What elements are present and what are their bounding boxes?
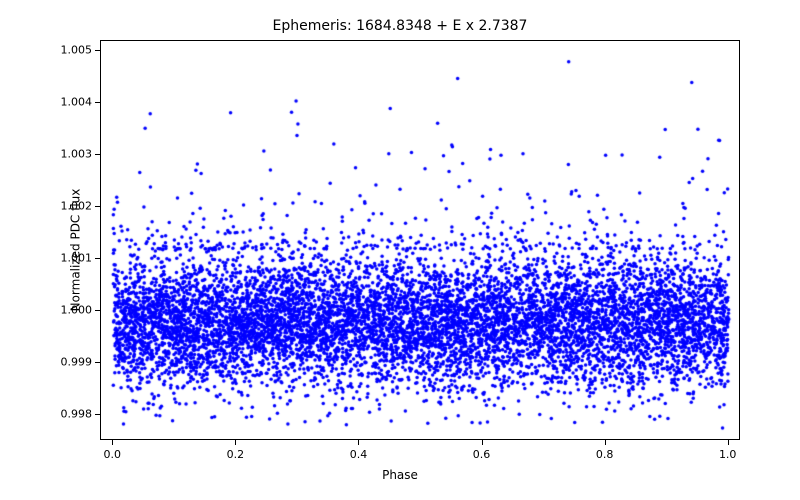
x-tick-label: 1.0	[719, 448, 737, 461]
y-tick-label: 1.004	[50, 96, 92, 109]
x-tick-label: 0.0	[104, 448, 122, 461]
x-tick-mark	[112, 440, 113, 445]
x-tick-label: 0.8	[596, 448, 614, 461]
y-tick-mark	[95, 206, 100, 207]
x-tick-label: 0.6	[473, 448, 491, 461]
x-tick-mark	[728, 440, 729, 445]
y-tick-label: 1.002	[50, 200, 92, 213]
y-tick-label: 0.998	[50, 408, 92, 421]
x-tick-mark	[605, 440, 606, 445]
y-tick-mark	[95, 102, 100, 103]
y-tick-label: 1.000	[50, 304, 92, 317]
y-tick-label: 1.001	[50, 252, 92, 265]
y-tick-label: 1.003	[50, 148, 92, 161]
y-tick-mark	[95, 362, 100, 363]
y-tick-mark	[95, 50, 100, 51]
y-tick-mark	[95, 414, 100, 415]
y-tick-label: 0.999	[50, 356, 92, 369]
x-tick-label: 0.2	[227, 448, 245, 461]
plot-area	[100, 40, 740, 440]
x-tick-mark	[235, 440, 236, 445]
y-tick-mark	[95, 154, 100, 155]
y-tick-mark	[95, 310, 100, 311]
x-axis-label: Phase	[0, 468, 800, 482]
y-tick-label: 1.005	[50, 44, 92, 57]
y-tick-mark	[95, 258, 100, 259]
x-tick-label: 0.4	[350, 448, 368, 461]
x-tick-mark	[358, 440, 359, 445]
x-tick-mark	[482, 440, 483, 445]
figure: Ephemeris: 1684.8348 + E x 2.7387 Normal…	[0, 0, 800, 500]
scatter-canvas	[101, 41, 741, 441]
chart-title: Ephemeris: 1684.8348 + E x 2.7387	[0, 18, 800, 34]
